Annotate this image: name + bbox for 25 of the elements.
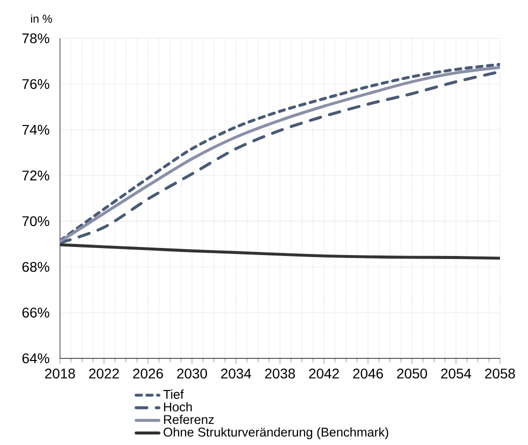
y-tick-label: 68%	[22, 262, 50, 272]
y-tick-label: 66%	[22, 308, 50, 318]
y-tick-label: 70%	[22, 216, 50, 226]
line-series	[60, 243, 500, 260]
y-tick-label: 78%	[22, 33, 50, 44]
x-tick-label: 2022	[89, 368, 119, 379]
x-tick-label: 2054	[441, 368, 472, 379]
x-tick-label: 2042	[309, 368, 339, 379]
y-axis-title: in %	[31, 14, 52, 23]
legend-label: Hoch	[164, 402, 192, 412]
y-tick-label: 76%	[22, 79, 50, 90]
x-tick-label: 2046	[353, 368, 383, 379]
y-tick-label: 74%	[22, 124, 50, 135]
x-tick-label: 2058	[485, 368, 515, 379]
x-tick-label: 2030	[177, 368, 208, 379]
y-tick-label: 64%	[22, 353, 50, 364]
x-tick-label: 2034	[221, 368, 252, 379]
x-tick-label: 2026	[133, 368, 163, 379]
y-tick-label: 72%	[22, 170, 50, 180]
x-tick-label: 2018	[45, 368, 75, 379]
x-tick-label: 2050	[397, 368, 428, 379]
x-tick-label: 2038	[265, 368, 295, 379]
legend-label: Tief	[163, 390, 184, 399]
legend-label: Ohne Strukturveränderung (Benchmark)	[164, 427, 388, 440]
legend-label: Referenz	[164, 414, 214, 424]
